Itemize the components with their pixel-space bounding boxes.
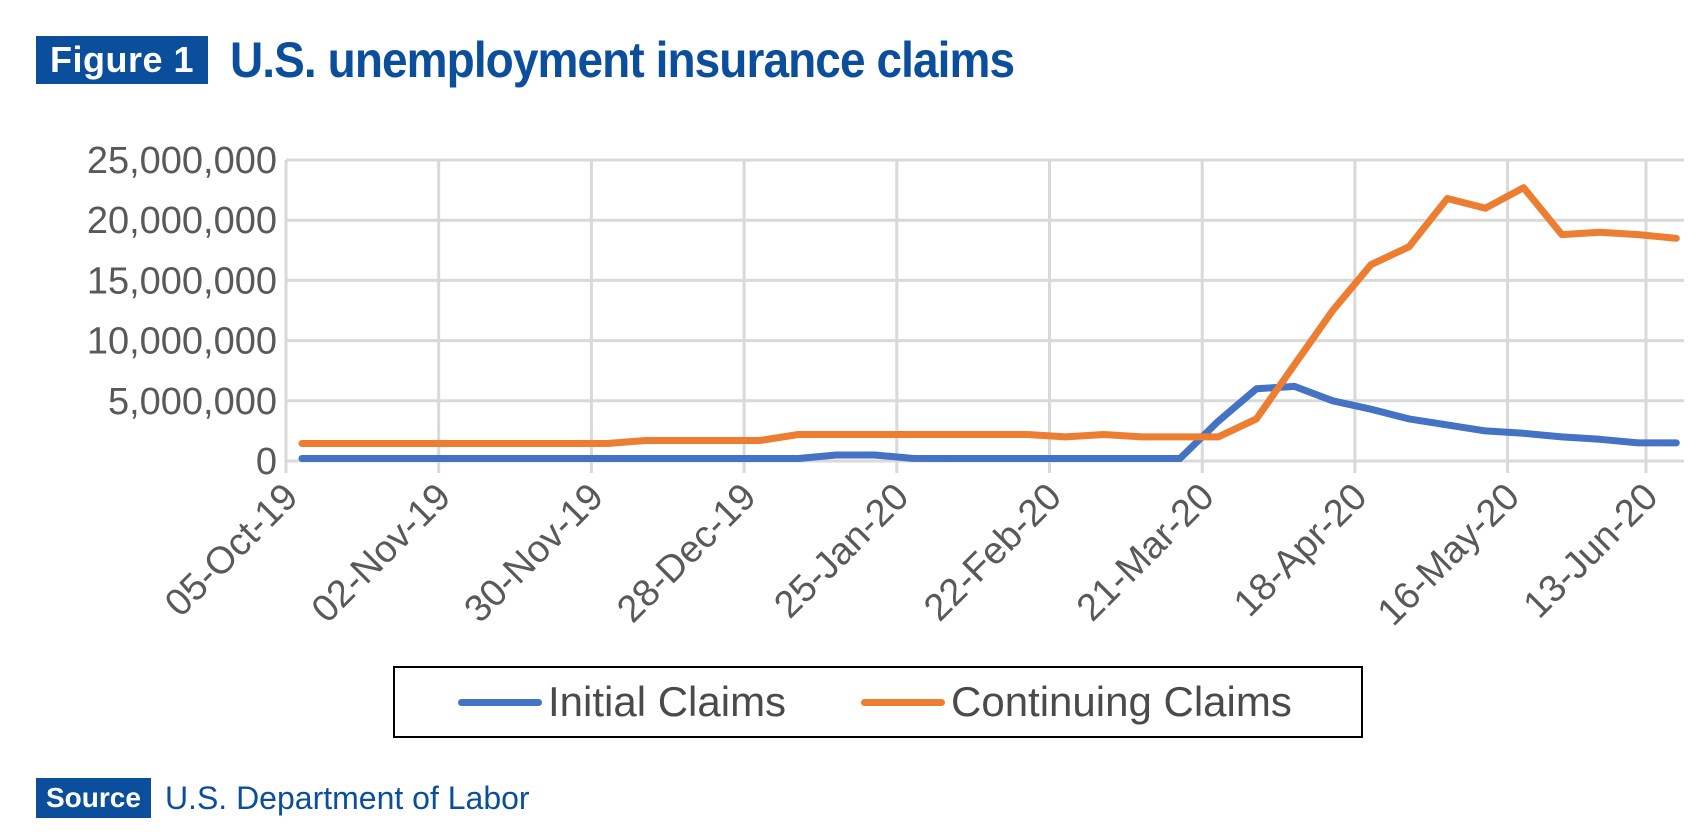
legend-item-initial-claims: Initial Claims: [458, 668, 786, 736]
x-tick-label: 05-Oct-19: [157, 476, 306, 625]
x-tick-label: 30-Nov-19: [457, 476, 612, 631]
legend-label-continuing: Continuing Claims: [951, 678, 1292, 725]
legend: Initial Claims Continuing Claims: [393, 666, 1363, 738]
legend-swatch-initial: [458, 698, 542, 706]
series-line-continuing-claims: [298, 184, 1680, 447]
legend-swatch-continuing: [861, 698, 945, 706]
y-tick-label: 20,000,000: [87, 200, 277, 242]
figure-header: Figure 1 U.S. unemployment insurance cla…: [36, 34, 1082, 86]
x-tick-label: 22-Feb-20: [916, 476, 1070, 630]
legend-label-initial: Initial Claims: [548, 678, 787, 725]
x-tick-label: 28-Dec-19: [609, 476, 764, 631]
x-tick-label: 02-Nov-19: [304, 476, 459, 631]
figure-label-badge: Figure 1: [36, 36, 209, 84]
gridlines: [284, 158, 1684, 473]
y-tick-label: 5,000,000: [108, 381, 277, 423]
y-axis-ticks: 0 5,000,000 10,000,000 15,000,000 20,000,000…: [87, 140, 277, 483]
chart-title: U.S. unemployment insurance claims: [230, 32, 1015, 88]
source-footer: Source U.S. Department of Labor: [36, 778, 530, 818]
x-tick-label: 13-Jun-20: [1516, 476, 1667, 627]
x-tick-label: 21-Mar-20: [1069, 476, 1223, 630]
series-lines: [298, 184, 1680, 462]
x-tick-label: 18-Apr-20: [1226, 476, 1375, 625]
y-tick-label: 25,000,000: [87, 140, 277, 182]
source-text: U.S. Department of Labor: [164, 779, 530, 816]
y-tick-label: 10,000,000: [87, 321, 277, 363]
line-chart: 0 5,000,000 10,000,000 15,000,000 20,000,000…: [87, 140, 1684, 634]
legend-item-continuing-claims: Continuing Claims: [861, 668, 1292, 736]
x-tick-label: 25-Jan-20: [766, 476, 917, 627]
x-tick-label: 16-May-20: [1370, 476, 1528, 634]
y-tick-label: 15,000,000: [87, 260, 277, 302]
y-tick-label: 0: [256, 441, 277, 483]
source-label-badge: Source: [36, 778, 151, 818]
series-line-initial-claims: [298, 382, 1680, 462]
